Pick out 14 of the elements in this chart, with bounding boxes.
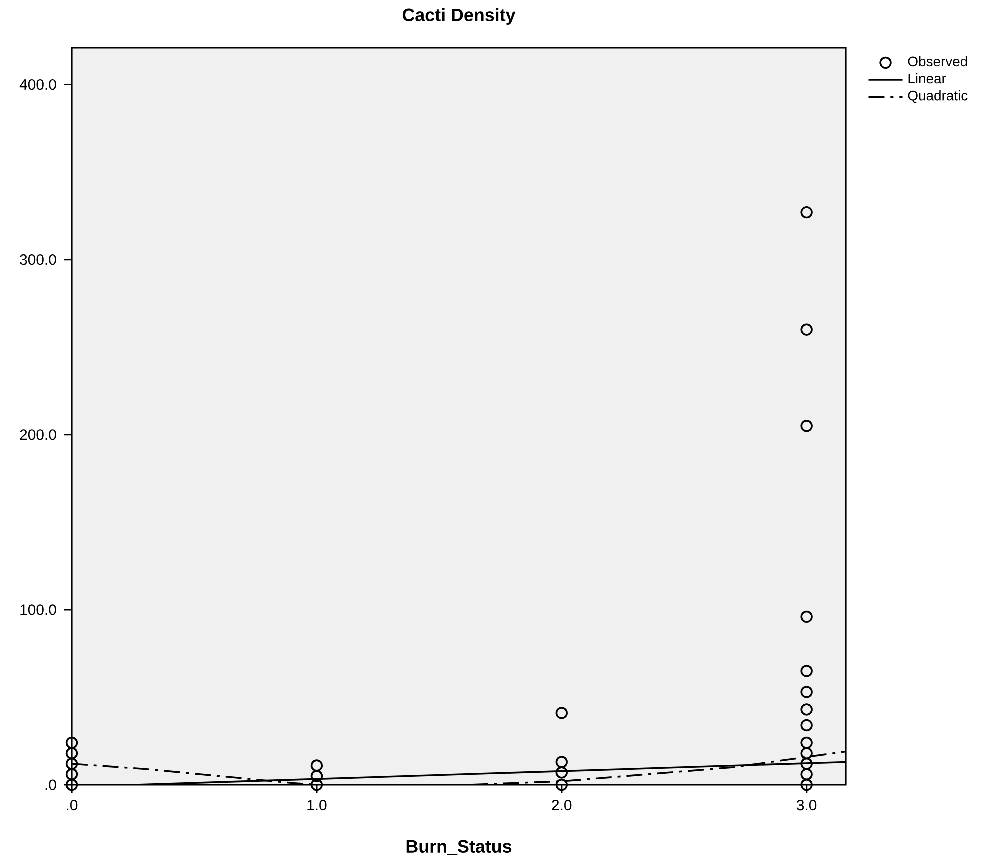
x-tick-label: 2.0 [552,800,572,811]
y-tick-label: 100.0 [20,604,56,616]
legend-label: Linear [908,73,946,84]
x-tick-label: 1.0 [308,800,327,811]
legend-label: Observed [908,56,968,67]
y-tick-label: 200.0 [20,430,56,440]
x-axis-title: Burn_Status [406,840,512,856]
x-tick-label: 3.0 [796,800,817,811]
chart-title: Cacti Density [402,8,516,25]
legend-label: Quadratic [908,90,968,104]
y-tick-label: 400.0 [20,79,56,90]
y-tick-label: .0 [46,780,56,790]
x-tick-label: .0 [67,800,78,811]
y-tick-label: 300.0 [20,254,56,266]
